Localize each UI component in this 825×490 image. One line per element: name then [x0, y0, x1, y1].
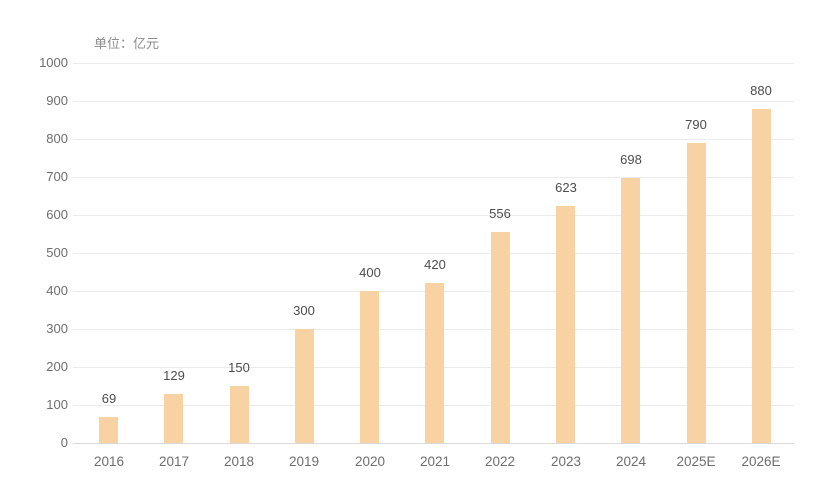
x-axis-tick-label: 2025E [676, 454, 716, 469]
bar-value-label: 880 [750, 83, 772, 98]
gridline [73, 253, 794, 254]
gridline [73, 101, 794, 102]
gridline [73, 215, 794, 216]
bar [621, 178, 640, 443]
bar [425, 283, 444, 443]
y-axis-tick-label: 700 [46, 169, 68, 184]
bar [164, 394, 183, 443]
unit-label: 单位：亿元 [94, 36, 160, 51]
x-axis-tick-label: 2023 [550, 454, 582, 469]
bar-value-label: 69 [101, 391, 117, 406]
x-axis-line [73, 443, 794, 444]
y-axis-tick-label: 900 [46, 93, 68, 108]
x-axis-tick-label: 2017 [158, 454, 190, 469]
bar-value-label: 400 [359, 265, 381, 280]
y-axis-tick-label: 0 [60, 435, 68, 450]
x-axis-tick-label: 2020 [354, 454, 386, 469]
y-axis-tick-label: 500 [46, 245, 68, 260]
bar [556, 206, 575, 443]
bar [491, 232, 510, 443]
x-axis-tick-label: 2018 [223, 454, 255, 469]
y-axis-tick-label: 300 [46, 321, 68, 336]
bar-value-label: 623 [555, 180, 577, 195]
y-axis-tick-label: 1000 [39, 55, 68, 70]
bar-value-label: 129 [163, 368, 185, 383]
bar-value-label: 790 [685, 117, 707, 132]
bar [752, 109, 771, 443]
y-axis-tick-label: 200 [46, 359, 68, 374]
x-axis-tick-label: 2026E [741, 454, 781, 469]
bar [295, 329, 314, 443]
gridline [73, 63, 794, 64]
gridline [73, 139, 794, 140]
bar-value-label: 300 [293, 303, 315, 318]
y-axis-tick-label: 600 [46, 207, 68, 222]
bar [360, 291, 379, 443]
x-axis-tick-label: 2019 [288, 454, 320, 469]
y-axis-tick-label: 400 [46, 283, 68, 298]
bar-value-label: 556 [489, 206, 511, 221]
x-axis-tick-label: 2016 [93, 454, 125, 469]
x-axis-tick-label: 2022 [484, 454, 516, 469]
bar [99, 417, 118, 443]
x-axis-tick-label: 2021 [419, 454, 451, 469]
y-axis-tick-label: 100 [46, 397, 68, 412]
gridline [73, 177, 794, 178]
bar [230, 386, 249, 443]
y-axis-tick-label: 800 [46, 131, 68, 146]
bar-value-label: 420 [424, 257, 446, 272]
bar [687, 143, 706, 443]
bar-value-label: 150 [228, 360, 250, 375]
bar-value-label: 698 [620, 152, 642, 167]
x-axis-tick-label: 2024 [615, 454, 647, 469]
